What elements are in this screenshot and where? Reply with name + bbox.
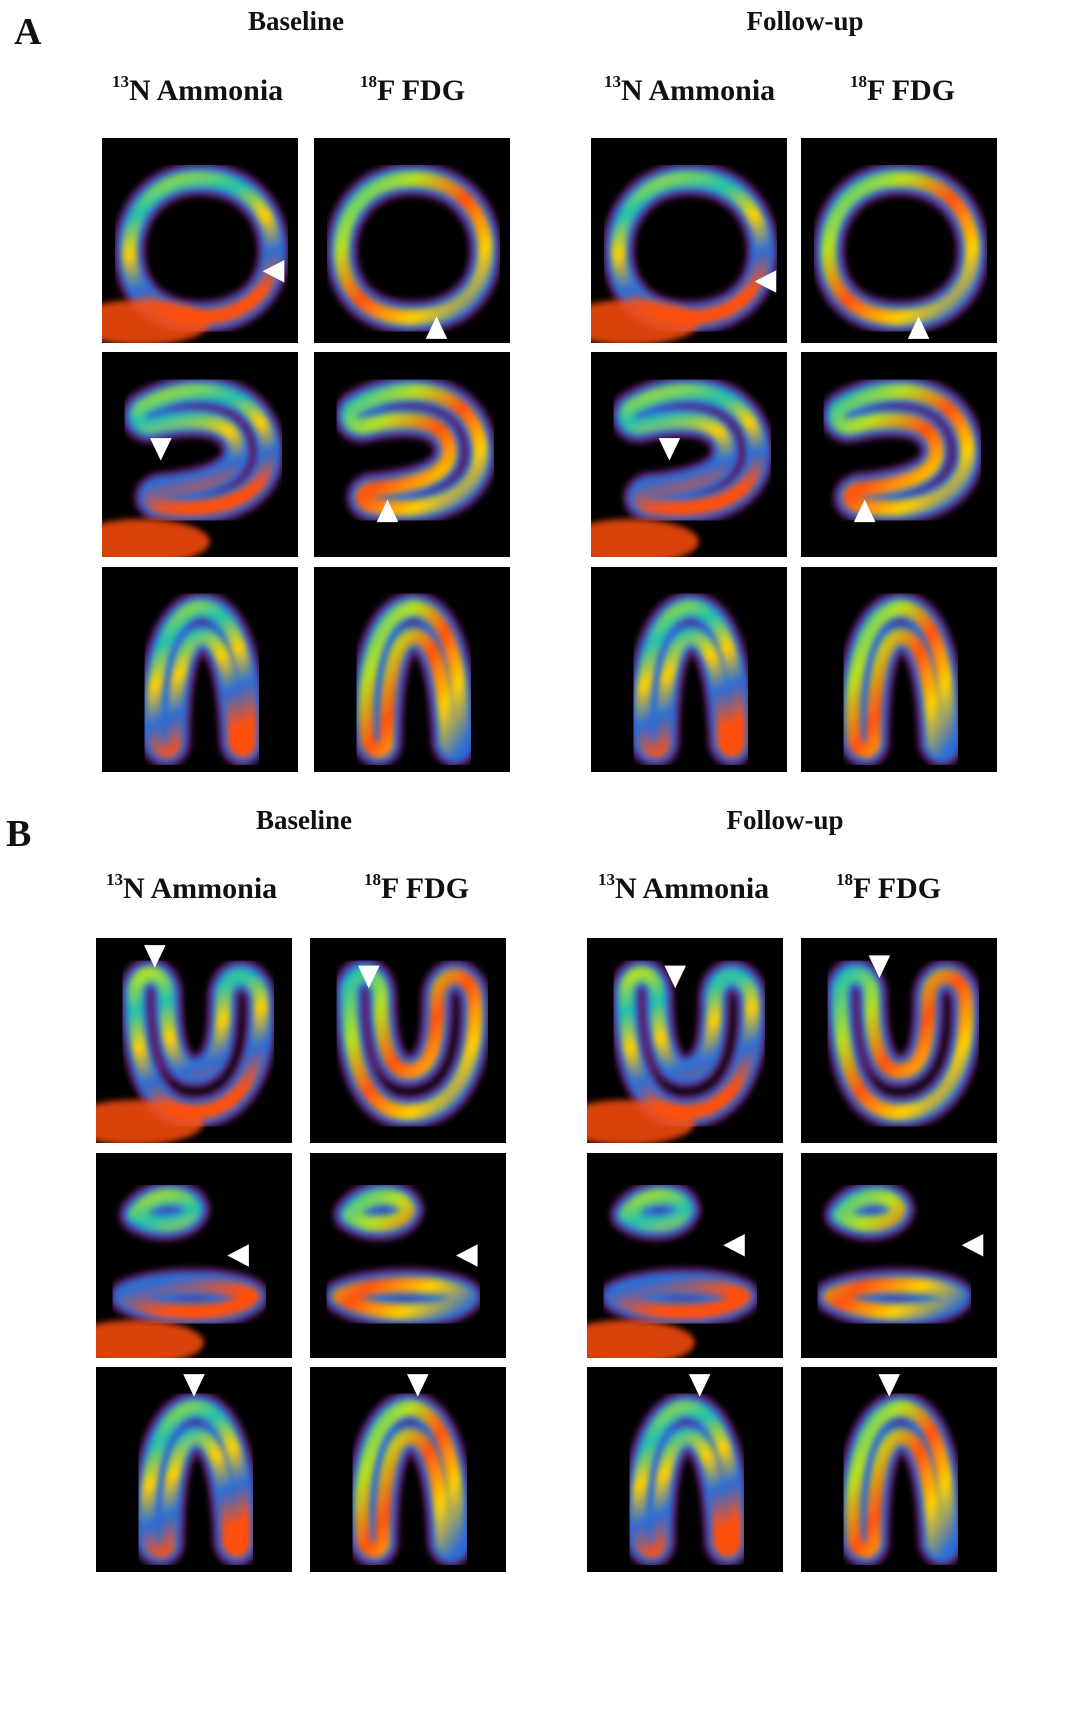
tracer-uptake (358, 600, 469, 759)
arrowhead-marker (407, 1374, 429, 1397)
arrowhead-marker (907, 316, 930, 339)
panel-a-followup-title: Follow-up (746, 6, 864, 36)
panel-b-baseline-title: Baseline (255, 805, 352, 835)
arrowhead-marker (688, 1374, 711, 1397)
panel-a-followup-fdg-horizontal-long-axis-image (801, 352, 997, 557)
arrowhead-marker (376, 499, 399, 523)
panel-a-followup-ammonia-vertical-long-axis-image (591, 567, 787, 772)
arrowhead-marker (262, 259, 285, 283)
tracer-uptake (342, 383, 488, 517)
arrowhead-marker (723, 1233, 745, 1257)
arrowhead-marker (754, 270, 777, 293)
extracardiac-activity (96, 1099, 204, 1143)
panel-a-baseline-ammonia-vertical-long-axis-image (102, 567, 298, 772)
panel-a-baseline-fdg-short-axis-image (314, 138, 510, 343)
extracardiac-activity (102, 519, 210, 557)
panel-a-baseline-ammonia-horizontal-long-axis-image (102, 352, 298, 557)
extracardiac-activity (591, 299, 699, 343)
panel-b-baseline-ammonia-label: 13N Ammonia (106, 870, 278, 905)
panel-a-baseline-ammonia-short-axis-image (102, 138, 298, 343)
arrowhead-marker (868, 955, 891, 978)
panel-b-followup-ammonia-horizontal-long-axis-image (587, 1153, 783, 1358)
panel-a-baseline-ammonia-label: 13N Ammonia (112, 72, 284, 107)
tracer-uptake (146, 600, 257, 759)
tracer-uptake (609, 1188, 752, 1320)
tracer-uptake (334, 171, 493, 326)
panel-a-followup-fdg-label: 18F FDG (850, 72, 956, 107)
tracer-uptake (631, 1400, 742, 1559)
panel-a-followup-ammonia-short-axis-image (591, 138, 787, 343)
panel-b-baseline-ammonia-horizontal-long-axis-image (96, 1153, 292, 1358)
tracer-uptake (619, 383, 765, 517)
panel-b-followup-fdg-vertical-long-axis-image (801, 1367, 997, 1572)
panel-b-followup-fdg-short-axis-image (801, 938, 997, 1143)
tracer-uptake (823, 1188, 966, 1320)
panel-a-baseline-title: Baseline (247, 6, 344, 36)
panel-letter-b: B (6, 813, 32, 855)
tracer-uptake (341, 966, 483, 1120)
panel-b-baseline-fdg-vertical-long-axis-image (310, 1367, 506, 1572)
tracer-uptake (845, 1400, 956, 1559)
panel-b-followup-ammonia-label: 13N Ammonia (598, 870, 770, 905)
panel-a-followup-ammonia-horizontal-long-axis-image (591, 352, 787, 557)
arrowhead-marker (853, 499, 876, 523)
extracardiac-activity (587, 1320, 695, 1358)
extracardiac-activity (96, 1320, 204, 1358)
panel-b-followup-fdg-label: 18F FDG (836, 870, 942, 905)
tracer-uptake (332, 1188, 475, 1320)
tracer-uptake (821, 171, 980, 326)
tracer-uptake (130, 383, 276, 517)
panel-b-followup-ammonia-vertical-long-axis-image (587, 1367, 783, 1572)
arrowhead-marker (144, 945, 166, 968)
panel-letter-a: A (14, 11, 42, 53)
panel-a-followup-fdg-vertical-long-axis-image (801, 567, 997, 772)
panel-a-baseline-fdg-vertical-long-axis-image (314, 567, 510, 772)
tracer-uptake (122, 171, 281, 326)
tracer-uptake (611, 171, 770, 326)
arrowhead-marker (425, 316, 448, 339)
tracer-uptake (354, 1400, 465, 1559)
panel-b-followup-title: Follow-up (726, 805, 844, 835)
panel-b-followup-ammonia-short-axis-image (587, 938, 783, 1143)
panel-b-baseline-ammonia-short-axis-image (96, 938, 292, 1143)
arrowhead-marker (183, 1374, 205, 1397)
arrowhead-marker (227, 1244, 249, 1267)
arrowhead-marker (878, 1374, 900, 1397)
panel-a-baseline-fdg-horizontal-long-axis-image (314, 352, 510, 557)
extracardiac-activity (587, 1099, 695, 1143)
panel-a-followup-fdg-short-axis-image (801, 138, 997, 343)
tracer-uptake (140, 1400, 251, 1559)
tracer-uptake (829, 383, 975, 517)
panel-b-baseline-fdg-horizontal-long-axis-image (310, 1153, 506, 1358)
tracer-uptake (118, 1188, 261, 1320)
panel-b-baseline-fdg-label: 18F FDG (364, 870, 470, 905)
arrowhead-marker (664, 965, 686, 989)
extracardiac-activity (102, 299, 210, 343)
panel-b-followup-fdg-horizontal-long-axis-image (801, 1153, 997, 1358)
panel-b-baseline-fdg-short-axis-image (310, 938, 506, 1143)
tracer-uptake (832, 966, 974, 1120)
panel-b-baseline-ammonia-vertical-long-axis-image (96, 1367, 292, 1572)
arrowhead-marker (150, 438, 172, 461)
arrowhead-marker (358, 965, 380, 989)
arrowhead-marker (961, 1233, 984, 1257)
tracer-uptake (845, 600, 956, 759)
extracardiac-activity (591, 519, 699, 557)
arrowhead-marker (456, 1244, 478, 1267)
arrowhead-marker (658, 438, 681, 461)
panel-a-baseline-fdg-label: 18F FDG (360, 72, 466, 107)
panel-a-followup-ammonia-label: 13N Ammonia (604, 72, 776, 107)
tracer-uptake (635, 600, 746, 759)
